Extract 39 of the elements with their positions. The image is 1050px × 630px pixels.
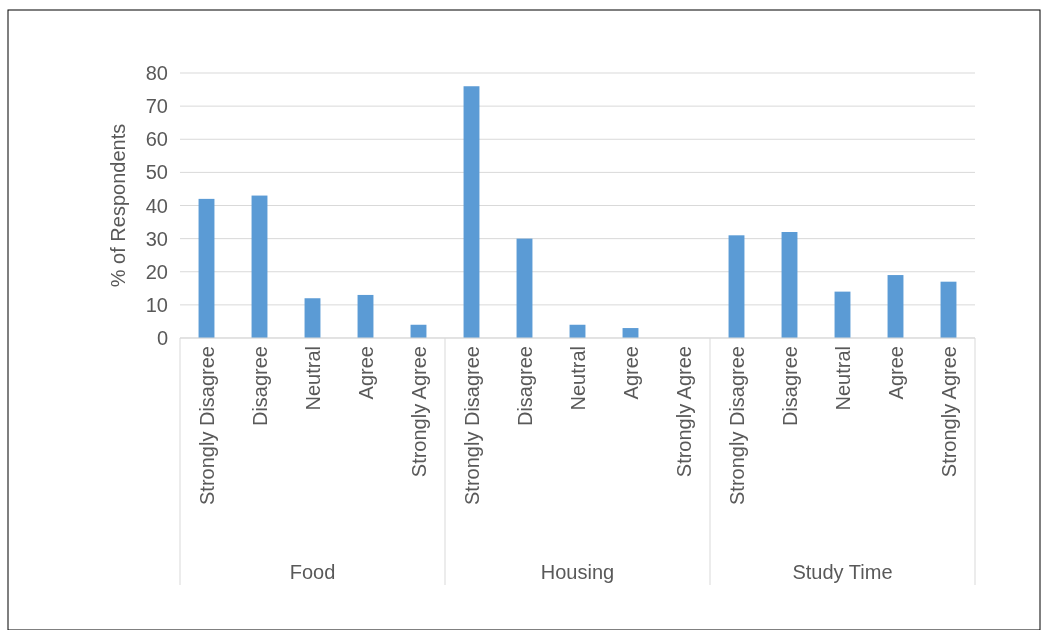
bar xyxy=(463,86,480,338)
bar xyxy=(887,275,904,338)
y-tick-label: 60 xyxy=(145,128,168,151)
text: Study Time xyxy=(792,561,893,583)
bar xyxy=(516,238,533,338)
bar xyxy=(198,198,215,338)
bar xyxy=(728,235,745,338)
y-tick-label: 70 xyxy=(145,95,168,118)
bar xyxy=(834,291,851,338)
bar xyxy=(304,298,321,338)
x-tick-label: Neutral xyxy=(301,346,324,411)
y-tick-label: 20 xyxy=(145,260,168,283)
y-tick-label: 50 xyxy=(145,161,168,184)
x-tick-label: Agree xyxy=(884,346,907,400)
x-tick-label: Disagree xyxy=(248,346,271,427)
x-tick-label: Agree xyxy=(354,346,377,400)
bar xyxy=(781,232,798,338)
x-tick-label: Strongly Disagree xyxy=(460,346,483,505)
x-tick-label: Disagree xyxy=(778,346,801,427)
x-tick-label: Disagree xyxy=(513,346,536,427)
text: Housing xyxy=(540,561,615,583)
x-tick-label: Neutral xyxy=(566,346,589,411)
y-tick-label: 30 xyxy=(145,227,168,250)
bar xyxy=(251,195,268,338)
y-tick-label: 0 xyxy=(156,327,168,349)
x-tick-label: Strongly Agree xyxy=(672,346,695,478)
x-tick-label: Strongly Disagree xyxy=(195,346,218,505)
x-tick-label: Strongly Disagree xyxy=(725,346,748,505)
y-tick-label: 80 xyxy=(145,62,168,84)
text: Food xyxy=(289,561,336,583)
bar xyxy=(357,294,374,338)
bar xyxy=(940,281,957,338)
y-tick-label: 10 xyxy=(145,293,168,316)
y-tick-label: 40 xyxy=(145,194,168,217)
x-tick-label: Strongly Agree xyxy=(937,346,960,478)
y-axis-title: % of Respondents xyxy=(107,123,129,288)
x-tick-label: Neutral xyxy=(831,346,854,411)
x-tick-label: Agree xyxy=(619,346,642,400)
x-tick-label: Strongly Agree xyxy=(407,346,430,478)
